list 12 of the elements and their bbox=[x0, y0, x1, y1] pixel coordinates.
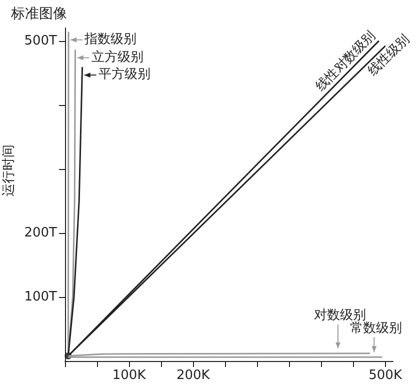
x-tick-label: 200K bbox=[176, 368, 210, 383]
y-tick-label: 500T bbox=[24, 33, 58, 48]
legend-label: 平方级别 bbox=[98, 67, 150, 82]
x-tick-label: 500K bbox=[368, 368, 402, 383]
y-axis-title: 运行时间 bbox=[2, 144, 16, 196]
y-tick-label: 200T bbox=[24, 225, 58, 240]
legend-label: 指数级别 bbox=[84, 32, 137, 47]
legend-label: 常数级别 bbox=[350, 320, 402, 336]
chart-title: 标准图像 bbox=[10, 6, 67, 22]
legend-label: 立方级别 bbox=[91, 50, 144, 65]
y-tick-label: 100T bbox=[24, 289, 58, 304]
x-tick-label: 100K bbox=[112, 368, 146, 383]
